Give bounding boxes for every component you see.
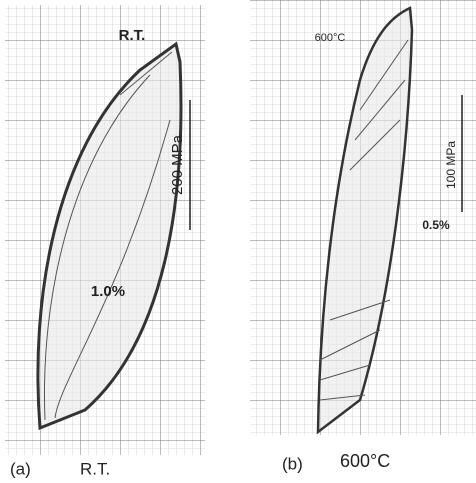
inner-loops	[319, 39, 409, 401]
caption-letter: (a)	[10, 459, 31, 478]
caption-text: R.T.	[80, 459, 110, 478]
hysteresis-loop	[36, 41, 183, 431]
panel-a: R.T. 200 MPa 1.0% (a) R.T.	[5, 5, 205, 478]
caption-text: 600°C	[340, 451, 390, 471]
stress-scale-label: 100 MPa	[444, 141, 458, 189]
strain-scale-label: 0.5%	[422, 218, 450, 232]
panel-top-label: R.T.	[119, 27, 146, 44]
inner-loops	[44, 51, 173, 421]
caption-letter: (b)	[282, 454, 303, 473]
strain-scale-label: 1.0%	[91, 283, 125, 300]
stress-scale-label: 200 MPa	[169, 134, 186, 195]
panel-b: 600°C 100 MPa 0.5% (b) 600°C	[250, 0, 476, 473]
panel-top-label: 600°C	[315, 32, 346, 44]
hysteresis-loop	[316, 6, 414, 435]
